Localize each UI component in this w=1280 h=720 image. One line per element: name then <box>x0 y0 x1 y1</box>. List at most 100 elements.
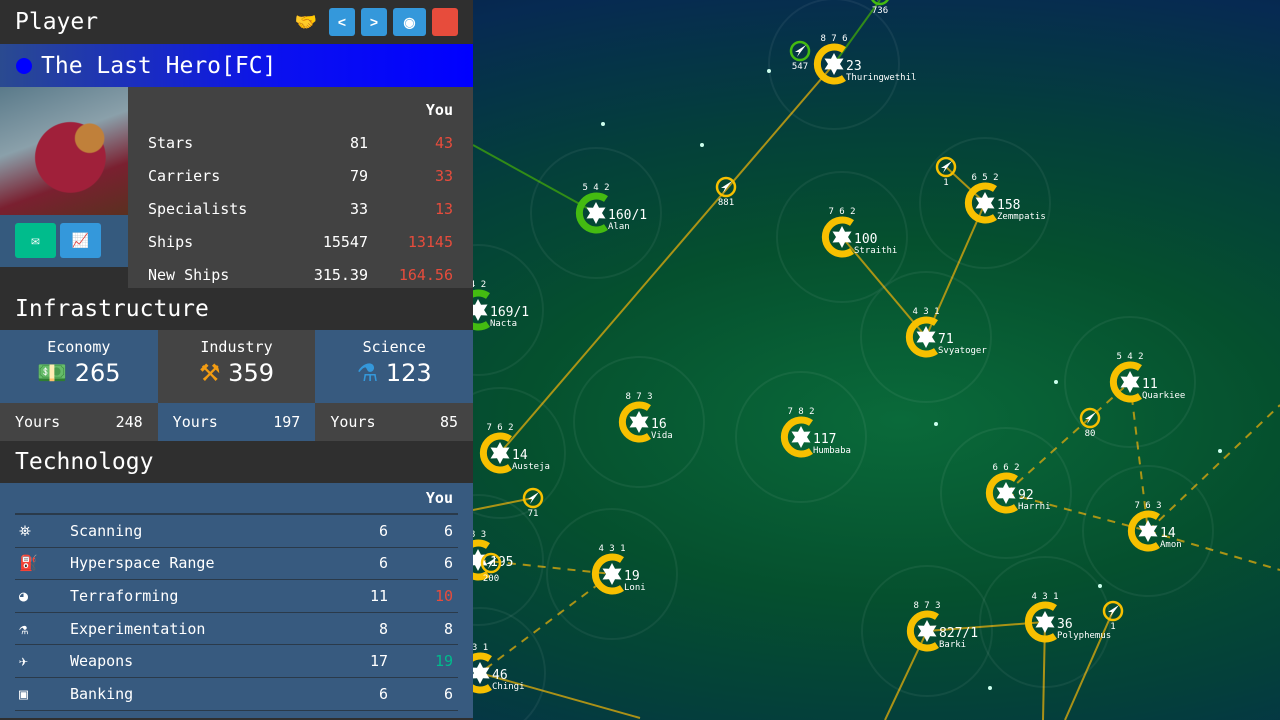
stat-value: 15547 <box>322 232 368 251</box>
close-icon: ✕ <box>439 13 451 30</box>
carrier[interactable]: 80 <box>1079 407 1101 439</box>
infra-value: 265 <box>74 359 121 387</box>
star-name: Quarkiee <box>1142 391 1185 401</box>
carrier-ships: 736 <box>872 6 888 16</box>
star-infrastructure: 6 5 2 <box>971 173 998 183</box>
scan-range <box>546 508 678 640</box>
scan-range <box>776 171 908 303</box>
owner-ring <box>591 553 624 595</box>
player-name-bar: The Last Hero[FC] <box>0 44 473 87</box>
tech-you-value: 8 <box>443 619 453 638</box>
chart-button[interactable]: 📈 <box>60 223 101 258</box>
star-infrastructure: 5 4 2 <box>582 183 609 193</box>
stat-you-value: 43 <box>434 133 453 152</box>
star-ships: 46 <box>492 668 508 683</box>
tech-label: Terraforming <box>70 586 179 605</box>
carrier[interactable]: 71 <box>522 487 544 519</box>
star-name: Alan <box>608 222 630 232</box>
carrier[interactable]: 881 <box>715 176 737 208</box>
tech-value: 6 <box>378 684 388 703</box>
tech-value: 17 <box>369 652 388 671</box>
stat-value: 315.39 <box>313 265 368 284</box>
star-ships: 827/1 <box>939 626 978 641</box>
hyperspace-route <box>1147 404 1280 532</box>
star-infrastructure: 3 1 <box>472 643 488 653</box>
hyperspace-route <box>1064 610 1114 720</box>
view-button[interactable]: ◉ <box>393 8 426 36</box>
carrier[interactable]: 736 <box>871 0 889 16</box>
stat-row: New Ships 315.39 164.56 <box>148 258 453 291</box>
hyperspace-route <box>479 672 641 719</box>
flask-icon: ⚗ <box>356 359 379 387</box>
next-player-button[interactable]: > <box>361 8 387 36</box>
fighter-jet-icon: ✈ <box>19 652 29 671</box>
unowned-star <box>988 686 992 690</box>
close-button[interactable]: ✕ <box>432 8 458 36</box>
carrier[interactable]: 1 <box>1102 600 1124 632</box>
handshake-icon[interactable]: 🤝 <box>294 11 317 33</box>
scan-range <box>735 371 867 503</box>
star-ships: 160/1 <box>608 208 647 223</box>
technology-heading: Technology <box>15 449 154 475</box>
stat-value: 81 <box>349 133 368 152</box>
tech-row: ◕ Terraforming 11 10 <box>15 580 458 613</box>
tech-you-value: 6 <box>443 684 453 703</box>
tech-label: Hyperspace Range <box>70 554 215 573</box>
stat-you-value: 33 <box>434 166 453 185</box>
carrier[interactable]: 547 <box>789 40 811 72</box>
tech-label: Experimentation <box>70 619 206 638</box>
infra-economy: Economy 💵 265 <box>0 330 158 403</box>
tech-row: ⛽ Hyperspace Range 6 6 <box>15 548 458 581</box>
star-icon <box>602 563 622 585</box>
star-icon <box>916 326 936 348</box>
star-icon <box>1120 371 1140 393</box>
star-name: Humbaba <box>813 446 851 456</box>
technology-table: You ⛯ Scanning 6 6 ⛽ Hyperspace Range 6 6 ◕ Terra… <box>0 483 473 718</box>
star-icon <box>824 53 844 75</box>
infra-science: Science ⚗ 123 <box>315 330 474 403</box>
star-name: Zemmpatis <box>997 212 1046 222</box>
stat-value: 33 <box>349 199 368 218</box>
unowned-star <box>1098 584 1102 588</box>
carrier-ring <box>1102 600 1124 622</box>
yours-label: Yours <box>172 413 218 431</box>
star-infrastructure: 8 7 3 <box>625 392 652 402</box>
carrier[interactable]: 1 <box>935 156 957 188</box>
owner-ring <box>575 192 608 234</box>
yours-value: 197 <box>273 413 301 431</box>
tech-label: Banking <box>70 684 134 703</box>
panel-title: Player <box>15 9 99 35</box>
infra-yours: Yours 85 <box>315 403 474 441</box>
hyperspace-route <box>1005 492 1149 532</box>
tech-row: ▣ Banking 6 6 <box>15 678 458 711</box>
tech-row: ⚗ Experimentation 8 8 <box>15 613 458 646</box>
star-name: Loni <box>624 583 646 593</box>
hyperspace-route <box>499 63 835 454</box>
owner-ring <box>1024 601 1057 643</box>
you-column-header: You <box>425 100 453 119</box>
money-bill-icon: ▣ <box>19 684 29 703</box>
message-button[interactable]: ✉ <box>15 223 56 258</box>
stat-label: New Ships <box>148 265 230 284</box>
unowned-star <box>1054 380 1058 384</box>
carrier-ring <box>1079 407 1101 429</box>
previous-player-button[interactable]: < <box>329 8 355 36</box>
carrier[interactable]: 200 <box>480 552 502 584</box>
infra-value: 359 <box>228 359 274 387</box>
star-name: Vida <box>651 431 673 441</box>
stat-row: Ships 15547 13145 <box>148 225 453 258</box>
